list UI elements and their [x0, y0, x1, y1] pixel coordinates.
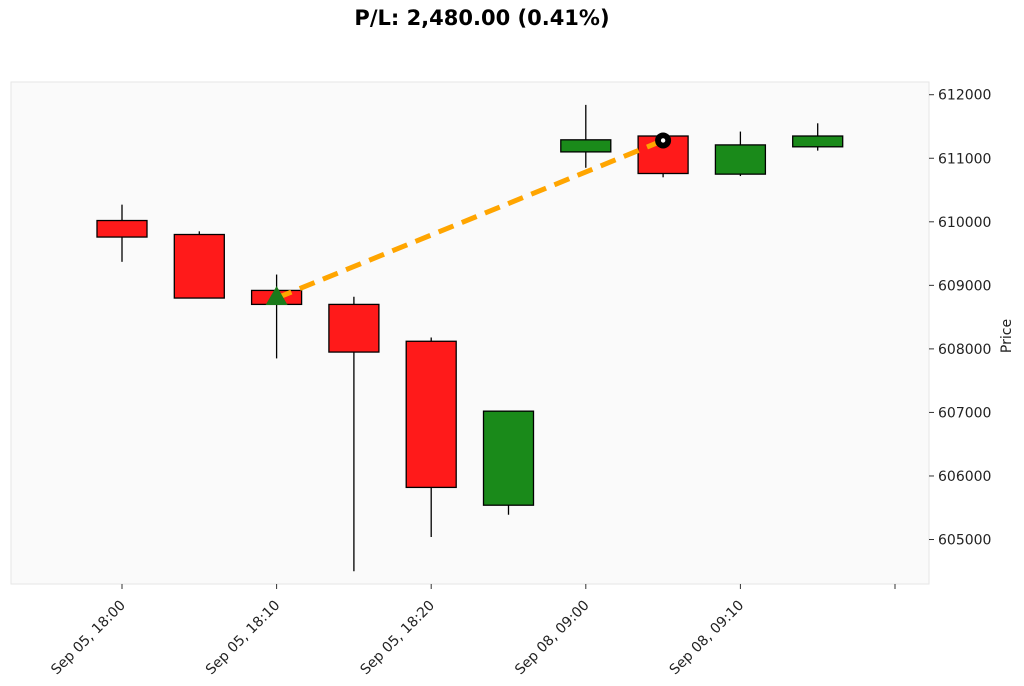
x-tick-label: Sep 05, 18:00	[48, 598, 129, 679]
y-tick-label: 608000	[938, 342, 991, 358]
x-tick-label: Sep 08, 09:10	[667, 598, 748, 679]
x-tick-label: Sep 08, 09:00	[512, 598, 593, 679]
candle-body	[482, 410, 535, 506]
chart-title: P/L: 2,480.00 (0.41%)	[354, 6, 610, 30]
y-tick-label: 612000	[938, 88, 991, 104]
x-tick-label: Sep 05, 18:20	[357, 598, 438, 679]
trade-line	[275, 138, 665, 301]
y-tick-label: 605000	[938, 533, 991, 549]
candle-body	[96, 219, 148, 238]
candle-body	[714, 144, 767, 175]
trade-group	[265, 132, 672, 306]
candles-group	[96, 104, 844, 572]
y-tick-label: 611000	[938, 151, 991, 167]
plot-area	[10, 81, 930, 585]
candle-body	[328, 303, 380, 353]
candle-body	[560, 139, 612, 153]
x-axis: Sep 05, 18:00 Sep 05, 18:10 Sep 05, 18:20 S…	[48, 584, 896, 679]
exit-marker-dot	[660, 138, 666, 143]
candle-body	[173, 233, 225, 299]
x-tick-label: Sep 05, 18:10	[203, 598, 284, 679]
y-tick-label: 607000	[938, 405, 991, 421]
y-tick-label: 606000	[938, 469, 991, 485]
y-axis-label: Price	[999, 319, 1015, 353]
entry-marker	[265, 286, 288, 306]
y-tick-label: 609000	[938, 278, 991, 294]
candle-body	[405, 340, 457, 489]
y-tick-label: 610000	[938, 215, 991, 231]
y-axis: 605000 606000 607000 608000 609000 610000 6110…	[929, 88, 991, 549]
candle-body	[792, 135, 844, 148]
